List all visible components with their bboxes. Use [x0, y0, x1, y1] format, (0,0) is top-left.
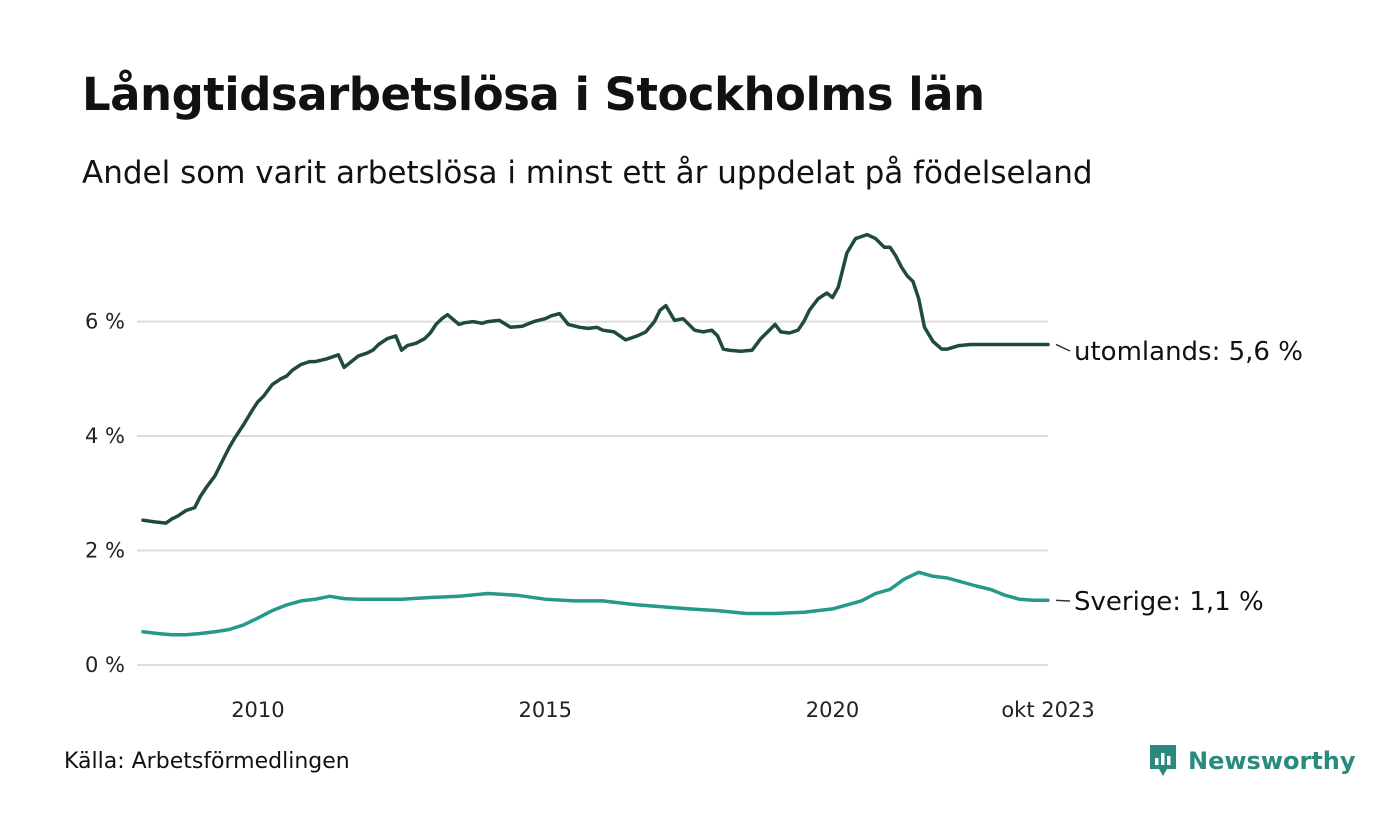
y-tick-label: 0 %	[85, 653, 125, 677]
series-lines	[141, 232, 1050, 637]
source-note: Källa: Arbetsförmedlingen	[64, 749, 350, 774]
brand-logo[interactable]: Newsworthy	[1148, 743, 1356, 779]
y-tick-label: 2 %	[85, 539, 125, 563]
series-line-utomlands	[141, 232, 1050, 525]
end-labels: utomlands: 5,6 % Sverige: 1,1 %	[1055, 337, 1303, 617]
y-axis-ticks: 0 % 2 % 4 % 6 %	[85, 310, 125, 677]
end-label-sverige: Sverige: 1,1 %	[1074, 587, 1264, 617]
x-axis-ticks: 2010 2015 2020 okt 2023	[231, 698, 1094, 722]
chart-title: Långtidsarbetslösa i Stockholms län	[82, 68, 985, 121]
x-tick-label: 2020	[806, 698, 859, 722]
end-label-utomlands: utomlands: 5,6 %	[1074, 337, 1303, 367]
x-tick-label: 2010	[231, 698, 284, 722]
newsworthy-logo-icon	[1150, 745, 1176, 776]
end-label-connector	[1055, 343, 1071, 352]
x-tick-label: okt 2023	[1001, 698, 1094, 722]
series-line-sverige	[141, 570, 1050, 637]
y-tick-label: 4 %	[85, 424, 125, 448]
y-tick-label: 6 %	[85, 310, 125, 334]
chart-subtitle: Andel som varit arbetslösa i minst ett å…	[82, 155, 1093, 191]
gridlines	[137, 320, 1048, 666]
end-label-connector	[1055, 599, 1071, 602]
x-tick-label: 2015	[518, 698, 571, 722]
brand-name: Newsworthy	[1188, 747, 1356, 775]
